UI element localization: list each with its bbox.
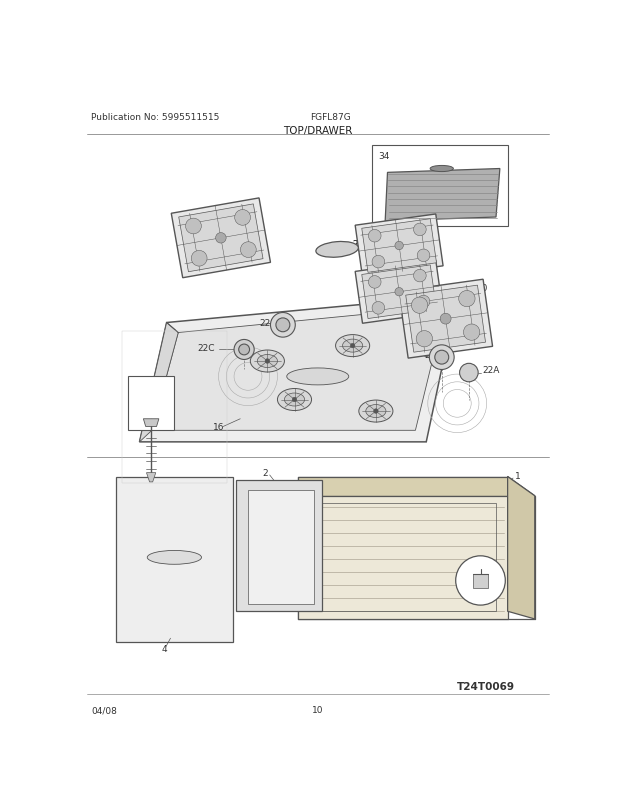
Text: eReplacementParts.com: eReplacementParts.com bbox=[254, 415, 381, 424]
Polygon shape bbox=[385, 169, 500, 221]
Ellipse shape bbox=[285, 394, 304, 407]
Circle shape bbox=[276, 318, 290, 332]
Circle shape bbox=[459, 291, 475, 307]
Circle shape bbox=[414, 270, 426, 282]
Bar bbox=[123, 331, 227, 483]
Circle shape bbox=[417, 296, 430, 309]
Ellipse shape bbox=[430, 166, 453, 172]
Text: FGFL87G: FGFL87G bbox=[310, 113, 351, 122]
Polygon shape bbox=[361, 265, 436, 319]
Ellipse shape bbox=[286, 368, 348, 386]
Polygon shape bbox=[298, 477, 508, 496]
Circle shape bbox=[435, 350, 449, 365]
Circle shape bbox=[191, 251, 207, 267]
Text: 22: 22 bbox=[425, 350, 436, 359]
Ellipse shape bbox=[278, 389, 312, 411]
Circle shape bbox=[373, 409, 378, 414]
Circle shape bbox=[368, 230, 381, 243]
Circle shape bbox=[234, 340, 254, 360]
Circle shape bbox=[372, 302, 385, 314]
Circle shape bbox=[235, 210, 250, 226]
Circle shape bbox=[239, 345, 249, 355]
Circle shape bbox=[416, 331, 433, 347]
Text: 22B: 22B bbox=[260, 318, 277, 327]
Text: 20A: 20A bbox=[353, 240, 370, 249]
Circle shape bbox=[417, 249, 430, 262]
Text: 4: 4 bbox=[161, 644, 167, 653]
Text: 34: 34 bbox=[378, 152, 389, 160]
Text: 2: 2 bbox=[262, 468, 268, 477]
Polygon shape bbox=[508, 477, 534, 619]
Polygon shape bbox=[171, 199, 270, 278]
Circle shape bbox=[216, 233, 226, 244]
Ellipse shape bbox=[366, 405, 386, 418]
Text: 10: 10 bbox=[312, 705, 324, 715]
Text: 7: 7 bbox=[508, 575, 513, 584]
Circle shape bbox=[412, 298, 428, 314]
Text: 22D: 22D bbox=[353, 240, 371, 249]
Text: 88: 88 bbox=[133, 407, 145, 416]
Text: 16: 16 bbox=[213, 423, 224, 431]
Polygon shape bbox=[472, 574, 489, 589]
Text: 04/08: 04/08 bbox=[92, 705, 117, 715]
Ellipse shape bbox=[342, 340, 363, 353]
Text: 22A: 22A bbox=[482, 366, 500, 375]
Polygon shape bbox=[405, 286, 485, 353]
Polygon shape bbox=[152, 307, 446, 431]
Circle shape bbox=[185, 219, 202, 234]
Polygon shape bbox=[298, 496, 508, 619]
Polygon shape bbox=[399, 280, 492, 358]
Circle shape bbox=[459, 364, 478, 383]
Polygon shape bbox=[117, 477, 232, 642]
Circle shape bbox=[292, 398, 297, 403]
Polygon shape bbox=[361, 220, 436, 273]
Circle shape bbox=[464, 325, 480, 341]
Text: T24T0069: T24T0069 bbox=[458, 681, 515, 691]
Polygon shape bbox=[140, 296, 458, 443]
Ellipse shape bbox=[316, 242, 358, 258]
Text: 20: 20 bbox=[477, 284, 488, 293]
Bar bbox=[372, 146, 508, 227]
Polygon shape bbox=[140, 323, 179, 443]
Circle shape bbox=[270, 313, 295, 338]
Text: 1: 1 bbox=[515, 472, 521, 480]
Circle shape bbox=[395, 288, 404, 297]
Circle shape bbox=[350, 344, 355, 349]
Ellipse shape bbox=[359, 400, 393, 423]
Polygon shape bbox=[355, 261, 443, 324]
Circle shape bbox=[440, 314, 451, 325]
Circle shape bbox=[241, 242, 256, 258]
Polygon shape bbox=[236, 480, 322, 611]
Text: TOP/DRAWER: TOP/DRAWER bbox=[283, 125, 352, 136]
Polygon shape bbox=[146, 473, 156, 482]
Circle shape bbox=[395, 242, 404, 250]
Ellipse shape bbox=[257, 355, 278, 368]
Ellipse shape bbox=[250, 350, 285, 373]
Circle shape bbox=[368, 276, 381, 289]
Text: 22C: 22C bbox=[198, 344, 215, 353]
Polygon shape bbox=[179, 205, 263, 273]
Polygon shape bbox=[143, 419, 159, 427]
Circle shape bbox=[414, 224, 426, 237]
Bar bbox=[128, 377, 174, 431]
Circle shape bbox=[265, 359, 270, 364]
Ellipse shape bbox=[335, 335, 370, 357]
Circle shape bbox=[372, 256, 385, 269]
Text: 20: 20 bbox=[174, 215, 186, 224]
Circle shape bbox=[429, 346, 454, 370]
Ellipse shape bbox=[148, 551, 202, 565]
Polygon shape bbox=[355, 215, 443, 277]
Text: Publication No: 5995511515: Publication No: 5995511515 bbox=[92, 113, 220, 122]
Circle shape bbox=[456, 556, 505, 606]
Polygon shape bbox=[248, 490, 314, 604]
